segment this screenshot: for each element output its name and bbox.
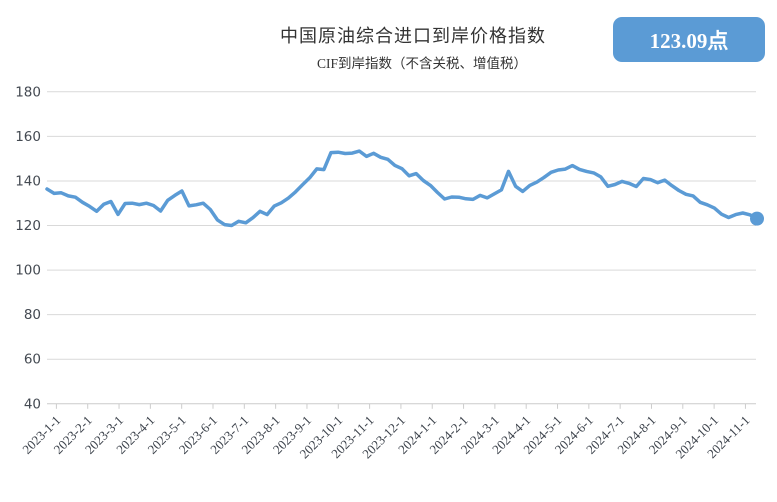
y-tick-label: 180	[15, 84, 41, 100]
y-tick-label: 60	[24, 352, 41, 368]
y-tick-label: 120	[15, 218, 41, 234]
latest-value-badge: 123.09点	[613, 17, 765, 62]
chart-subtitle: CIF到岸指数（不含关税、增值税）	[316, 56, 527, 71]
y-tick-label: 40	[24, 396, 41, 412]
y-tick-label: 80	[24, 307, 41, 323]
y-tick-label: 160	[15, 129, 41, 145]
chart-title: 中国原油综合进口到岸价格指数	[280, 26, 546, 46]
y-tick-label: 100	[15, 263, 41, 279]
price-index-line	[45, 149, 759, 228]
latest-point-marker	[750, 211, 764, 226]
y-tick-label: 140	[15, 173, 41, 189]
